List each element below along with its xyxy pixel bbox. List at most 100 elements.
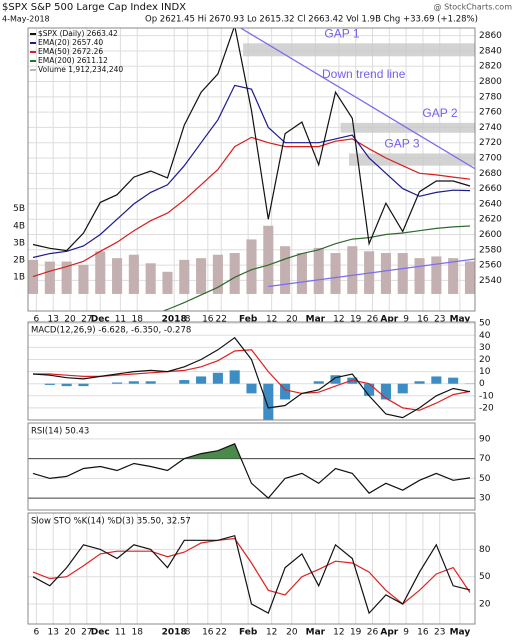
x-tick-label: 26 xyxy=(367,315,379,325)
x-tick-label: May xyxy=(450,315,471,325)
x-tick-label: 13 xyxy=(47,628,58,638)
panel-plot xyxy=(28,28,475,311)
y-tick-label: 90 xyxy=(479,434,491,444)
legend-label: EMA(200) 2611.12 xyxy=(38,56,108,65)
x-tick-label: 16 xyxy=(202,628,214,638)
bar xyxy=(347,246,358,294)
bar xyxy=(263,383,274,420)
bar xyxy=(44,383,55,385)
overbought-fill xyxy=(184,443,241,459)
x-tick-label: Apr xyxy=(380,628,398,638)
legend-label: Volume 1,912,234,240 xyxy=(38,65,123,74)
x-tick-label: 8 xyxy=(185,315,191,325)
bar xyxy=(246,239,257,294)
bar xyxy=(179,380,190,384)
x-tick-label: 9 xyxy=(403,628,409,638)
series-line xyxy=(32,336,471,419)
y-tick-label: 80 xyxy=(479,545,491,555)
x-tick-label: 20 xyxy=(64,628,76,638)
gap-box xyxy=(348,153,475,166)
x-tick-label: 20 xyxy=(64,315,76,325)
y-tick-label: 2720 xyxy=(479,138,502,148)
legend-label: EMA(20) 2657.40 xyxy=(38,38,103,47)
bar xyxy=(380,383,391,400)
y-tick-label: 2660 xyxy=(479,184,502,194)
y-tick-label: 20 xyxy=(479,599,491,609)
bar xyxy=(397,253,408,294)
y2-tick-label: 3B xyxy=(13,238,25,248)
bar xyxy=(145,381,156,384)
y-tick-label: 70 xyxy=(479,454,491,464)
y-tick-label: 2580 xyxy=(479,245,502,255)
bar xyxy=(414,258,425,294)
x-tick-label: 12 xyxy=(266,628,277,638)
bar xyxy=(246,383,257,394)
x-tick-label: 9 xyxy=(403,315,409,325)
credit: @ StockCharts.com xyxy=(434,3,513,12)
y-tick-label: 2700 xyxy=(479,154,502,164)
panel-title: Slow STO %K(14) %D(3) 35.50, 32.57 xyxy=(31,517,191,527)
bar xyxy=(313,381,324,384)
bar xyxy=(464,261,475,294)
bar xyxy=(280,383,291,400)
y2-tick-label: 4B xyxy=(13,221,25,231)
x-tick-label: 18 xyxy=(132,628,144,638)
y2-tick-label: 2B xyxy=(13,255,25,265)
trend-label: Down trend line xyxy=(322,67,406,81)
x-tick-label: 16 xyxy=(417,315,429,325)
bar xyxy=(280,246,291,294)
x-tick-label: 20 xyxy=(286,628,298,638)
y-tick-label: 2540 xyxy=(479,276,502,286)
gap-box xyxy=(243,43,475,57)
bar xyxy=(414,381,425,384)
panel-plot xyxy=(28,513,475,624)
legend-swatch xyxy=(30,69,36,71)
bar xyxy=(448,377,459,384)
bar xyxy=(196,376,207,384)
y-tick-label: 30 xyxy=(479,494,491,504)
x-tick-label: Feb xyxy=(239,628,258,638)
bar xyxy=(397,383,408,394)
bar xyxy=(431,376,442,384)
bar xyxy=(263,225,274,294)
bar xyxy=(229,370,240,384)
x-tick-label: 20 xyxy=(286,315,298,325)
x-tick-label: 16 xyxy=(417,628,429,638)
y-tick-label: 2640 xyxy=(479,199,502,209)
x-tick-label: Mar xyxy=(306,315,326,325)
series-line xyxy=(32,534,471,615)
bar xyxy=(112,258,123,294)
y-tick-label: 20 xyxy=(479,355,491,365)
x-tick-label: Dec xyxy=(91,315,110,325)
bar xyxy=(313,247,324,294)
x-tick-label: 19 xyxy=(350,315,362,325)
x-tick-label: 2018 xyxy=(162,315,187,325)
bar xyxy=(431,256,442,294)
x-tick-label: 16 xyxy=(202,315,214,325)
ohlc: Op 2621.45 Hi 2670.93 Lo 2615.32 Cl 2663… xyxy=(145,15,478,25)
x-tick-label: 22 xyxy=(216,628,227,638)
series-line xyxy=(32,28,471,252)
x-tick-label: 12 xyxy=(333,628,344,638)
panel-frame xyxy=(27,27,476,312)
y-tick-label: 10 xyxy=(479,367,491,377)
chart-title: $SPX S&P 500 Large Cap Index INDX xyxy=(2,2,186,13)
x-tick-label: 22 xyxy=(216,315,227,325)
y-tick-label: -10 xyxy=(479,391,494,401)
y-tick-label: 0 xyxy=(479,379,485,389)
y-tick-label: 50 xyxy=(479,319,491,329)
trend-line xyxy=(268,258,475,288)
x-tick-label: 11 xyxy=(115,628,126,638)
y2-tick-label: 1B xyxy=(13,272,25,282)
bar xyxy=(330,253,341,294)
bar xyxy=(44,261,55,294)
bar xyxy=(78,383,89,387)
bar xyxy=(229,253,240,294)
bar xyxy=(296,253,307,294)
panel-frame xyxy=(27,321,476,421)
bar xyxy=(330,375,341,384)
y-tick-label: 30 xyxy=(479,343,491,353)
x-tick-label: 26 xyxy=(367,628,379,638)
x-tick-label: 11 xyxy=(115,315,126,325)
